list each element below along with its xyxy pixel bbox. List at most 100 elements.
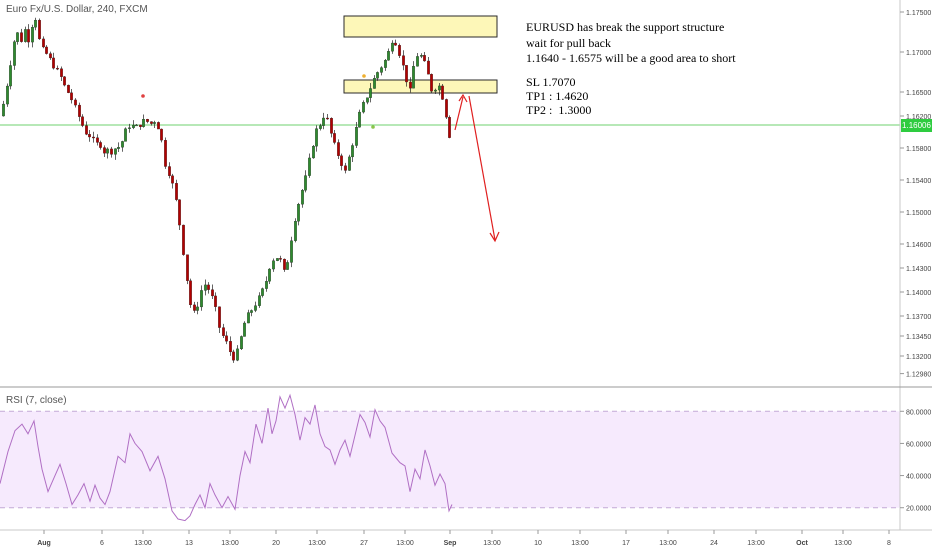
signal-marker (362, 74, 366, 78)
candle-body (236, 348, 239, 361)
signal-marker (141, 94, 145, 98)
candle-body (106, 148, 109, 154)
time-tick-label: 13:00 (134, 540, 152, 547)
time-tick-label: 13:00 (659, 540, 677, 547)
candle-body (222, 327, 225, 336)
candle-body (13, 41, 16, 66)
candle-body (337, 142, 340, 156)
candle-body (272, 260, 275, 270)
candle-body (132, 124, 135, 128)
candle-body (380, 67, 383, 73)
price-tick-label: 1.16200 (906, 114, 931, 121)
candle-body (38, 19, 41, 40)
annotation-line-3: 1.1640 - 1.6575 will be a good area to s… (526, 51, 736, 65)
candle-body (423, 55, 426, 62)
candle-body (394, 42, 397, 46)
candle-body (142, 119, 145, 127)
time-tick-label: 27 (360, 540, 368, 547)
candle-body (78, 104, 81, 117)
candle-body (348, 156, 351, 171)
candle-body (110, 148, 113, 155)
candle-body (290, 240, 293, 263)
candle-body (92, 136, 95, 139)
time-tick-label: 8 (887, 540, 891, 547)
candle-body (117, 147, 120, 149)
candle-body (355, 127, 358, 146)
time-tick-label: Oct (796, 540, 808, 547)
price-tick-label: 1.13700 (906, 314, 931, 321)
time-tick-label: 13:00 (221, 540, 239, 547)
rsi-tick-label: 40.0000 (906, 474, 931, 481)
candle-body (9, 65, 12, 87)
candle-body (254, 305, 257, 311)
candle-body (405, 65, 408, 83)
candle-body (74, 99, 77, 106)
candle-body (412, 66, 415, 89)
time-tick-label: 13 (185, 540, 193, 547)
candle-body (445, 99, 448, 118)
candle-body (315, 128, 318, 147)
time-tick-label: 13:00 (834, 540, 852, 547)
candle-body (430, 74, 433, 92)
candle-body (279, 258, 282, 260)
current-price-tag: 1.16006 (901, 119, 932, 132)
candle-body (261, 288, 264, 296)
rsi-line (0, 393, 453, 522)
candle-body (164, 140, 167, 167)
pullback-arrow-head (458, 93, 468, 103)
price-tick-label: 1.14600 (906, 242, 931, 249)
time-axis: Aug 6 13:00 13 13:00 20 13:00 27 13:00 Sep 13:00 10… (37, 530, 891, 547)
annotation-tp2: TP2 : 1.3000 (526, 103, 592, 117)
candle-body (330, 117, 333, 134)
candle-body (373, 77, 376, 89)
candle-body (114, 148, 117, 155)
candle-body (24, 29, 27, 42)
candle-body (398, 45, 401, 56)
price-tick-label: 1.13450 (906, 334, 931, 341)
target-arrow-line (468, 95, 496, 241)
candle-body (211, 289, 214, 297)
candle-body (146, 119, 149, 122)
candle-body (150, 121, 153, 124)
candle-body (286, 262, 289, 270)
resistance-zone (343, 15, 498, 38)
candle-body (31, 27, 34, 43)
rsi-band (0, 411, 900, 508)
annotation-line-1: EURUSD has break the support structure (526, 20, 725, 34)
signal-marker (371, 125, 375, 129)
candle-body (247, 312, 250, 324)
candle-body (175, 183, 178, 200)
candle-body (2, 103, 5, 117)
candle-body (301, 190, 304, 205)
candle-body (171, 175, 174, 184)
candle-body (27, 29, 30, 43)
candle-body (200, 290, 203, 308)
candle-body (193, 304, 196, 311)
candle-body (319, 125, 322, 129)
price-tick-label: 1.12980 (906, 372, 931, 379)
candle-body (312, 146, 315, 159)
candle-body (96, 137, 99, 143)
candle-body (240, 336, 243, 350)
price-tick-label: 1.15800 (906, 146, 931, 153)
candle-body (135, 124, 138, 127)
candle-body (124, 128, 127, 142)
candle-body (20, 32, 23, 42)
candle-body (416, 56, 419, 67)
trade-arrows (454, 93, 500, 243)
candle-body (99, 142, 102, 148)
time-tick-label: 10 (534, 540, 542, 547)
candle-body (243, 322, 246, 337)
candle-body (322, 117, 325, 126)
candle-body (333, 133, 336, 143)
candle-body (351, 145, 354, 158)
price-tick-label: 1.15400 (906, 178, 931, 185)
price-tick-label: 1.16500 (906, 90, 931, 97)
candle-body (268, 268, 271, 282)
candle-body (232, 351, 235, 361)
candle-body (369, 88, 372, 98)
candle-body (42, 38, 45, 48)
candle-body (387, 51, 390, 61)
candle-body (214, 295, 217, 307)
